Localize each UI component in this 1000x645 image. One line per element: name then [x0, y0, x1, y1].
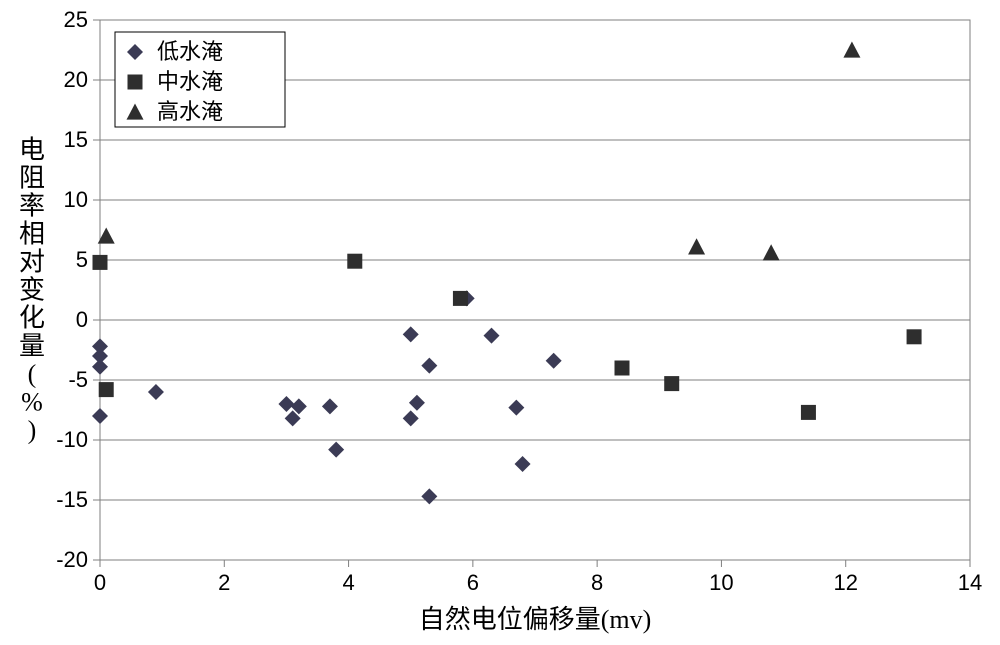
x-tick-label: 2 [218, 570, 230, 595]
legend: 低水淹中水淹高水淹 [115, 32, 285, 127]
svg-text:化: 化 [19, 303, 45, 332]
x-tick-label: 8 [591, 570, 603, 595]
y-tick-label: 0 [76, 307, 88, 332]
svg-text:量: 量 [19, 331, 45, 360]
svg-text:阻: 阻 [19, 163, 45, 192]
data-point [664, 376, 679, 391]
svg-text:%: % [21, 387, 43, 416]
x-tick-label: 4 [342, 570, 354, 595]
svg-text:): ) [28, 415, 37, 444]
svg-text:电: 电 [19, 135, 45, 164]
x-tick-label: 0 [94, 570, 106, 595]
y-tick-label: -5 [68, 367, 88, 392]
y-tick-label: -10 [56, 427, 88, 452]
svg-text:(: ( [28, 359, 37, 388]
data-point [907, 329, 922, 344]
data-point [615, 361, 630, 376]
data-point [347, 254, 362, 269]
data-point [93, 255, 108, 270]
y-tick-label: 25 [64, 7, 88, 32]
y-tick-label: -15 [56, 487, 88, 512]
x-axis-title: 自然电位偏移量(mv) [419, 605, 652, 634]
y-tick-label: -20 [56, 547, 88, 572]
legend-label-low: 低水淹 [157, 39, 223, 64]
svg-text:对: 对 [19, 247, 45, 276]
y-tick-label: 10 [64, 187, 88, 212]
data-point [99, 382, 114, 397]
y-tick-label: 15 [64, 127, 88, 152]
x-tick-label: 12 [833, 570, 857, 595]
legend-marker-mid [128, 75, 143, 90]
y-axis-title: 电阻率相对变化量(%) [19, 135, 45, 444]
y-tick-label: 5 [76, 247, 88, 272]
svg-text:率: 率 [19, 191, 45, 220]
legend-label-high: 高水淹 [157, 99, 223, 124]
data-point [801, 405, 816, 420]
legend-label-mid: 中水淹 [157, 69, 223, 94]
x-tick-label: 10 [709, 570, 733, 595]
data-point [453, 291, 468, 306]
svg-text:变: 变 [19, 275, 45, 304]
scatter-chart: 0 2 4 6 8 10 12 14 -20 -15 -10 -5 0 5 10 15 20 25 自然电位偏移量(… [0, 0, 1000, 645]
y-tick-label: 20 [64, 67, 88, 92]
svg-text:相: 相 [19, 219, 45, 248]
x-tick-label: 6 [467, 570, 479, 595]
x-tick-label: 14 [958, 570, 982, 595]
